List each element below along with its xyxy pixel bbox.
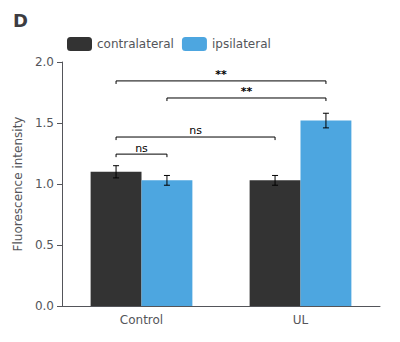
svg-text:ns: ns (135, 142, 148, 155)
svg-text:2.0: 2.0 (35, 55, 54, 69)
svg-text:ipsilateral: ipsilateral (212, 37, 271, 51)
svg-text:UL: UL (293, 313, 309, 327)
svg-text:1.5: 1.5 (35, 116, 54, 130)
svg-text:0.5: 0.5 (35, 238, 54, 252)
svg-text:Control: Control (120, 313, 163, 327)
svg-text:1.0: 1.0 (35, 177, 54, 191)
svg-text:0.0: 0.0 (35, 299, 54, 313)
svg-text:contralateral: contralateral (97, 37, 174, 51)
svg-text:Fluorescence intensity: Fluorescence intensity (11, 117, 25, 252)
svg-text:ns: ns (189, 124, 202, 137)
svg-text:D: D (13, 10, 28, 31)
svg-text:**: ** (215, 68, 227, 81)
svg-text:**: ** (241, 85, 253, 98)
